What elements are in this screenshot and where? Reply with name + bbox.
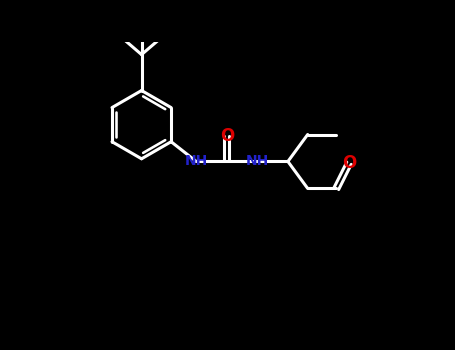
Text: O: O (220, 127, 234, 145)
Text: O: O (342, 154, 356, 172)
Text: NH: NH (246, 154, 269, 168)
Text: NH: NH (185, 154, 208, 168)
